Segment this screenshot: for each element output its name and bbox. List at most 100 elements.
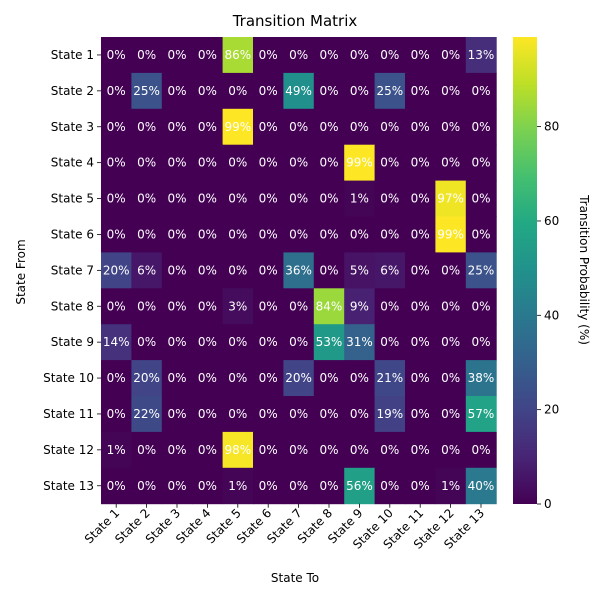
heatmap-cell <box>435 180 467 217</box>
heatmap-cell <box>313 252 345 289</box>
heatmap-cell <box>101 324 132 361</box>
cell-value-label: 0% <box>198 299 217 313</box>
cell-value-label: 0% <box>319 120 338 134</box>
heatmap-cell <box>313 431 345 469</box>
cell-value-label: 0% <box>411 443 430 457</box>
cell-value-label: 0% <box>167 84 186 98</box>
heatmap-cell <box>344 37 376 74</box>
heatmap-cell <box>313 216 345 253</box>
heatmap-cell <box>344 360 376 397</box>
cell-value-label: 0% <box>259 299 278 313</box>
heatmap-cell <box>131 288 163 325</box>
cell-value-label: 0% <box>198 48 217 62</box>
heatmap-cell <box>192 288 224 325</box>
heatmap-cell <box>161 360 193 397</box>
cell-value-label: 0% <box>350 407 369 421</box>
cell-value-label: 0% <box>167 371 186 385</box>
heatmap-cell <box>435 288 467 325</box>
heatmap-cell <box>101 396 132 433</box>
heatmap-cell <box>344 180 376 217</box>
cell-value-label: 0% <box>441 48 460 62</box>
cell-value-label: 0% <box>198 84 217 98</box>
heatmap-cell <box>374 216 406 253</box>
heatmap-cell <box>283 72 315 110</box>
heatmap-cell <box>374 108 406 146</box>
colorbar-ticks: 0 20 40 60 80 <box>537 120 559 511</box>
heatmap-cell <box>283 288 315 325</box>
heatmap-cell <box>283 108 315 146</box>
cell-value-label: 0% <box>198 192 217 206</box>
cell-value-label: 3% <box>228 299 247 313</box>
heatmap-cell <box>313 72 345 110</box>
cell-value-label: 22% <box>133 407 160 421</box>
cell-value-label: 0% <box>289 443 308 457</box>
heatmap-cell <box>313 37 345 74</box>
heatmap-cell <box>405 324 436 361</box>
cell-value-label: 0% <box>107 479 126 493</box>
heatmap-cell <box>192 180 224 217</box>
heatmap-cell <box>101 288 132 325</box>
heatmap-cell <box>131 144 163 182</box>
heatmap-cell <box>192 396 224 433</box>
heatmap-cell <box>222 108 254 146</box>
cell-value-label: 0% <box>441 371 460 385</box>
cell-value-label: 0% <box>471 156 490 170</box>
heatmap-cell <box>192 252 224 289</box>
heatmap-cell <box>222 216 254 253</box>
cell-value-label: 0% <box>198 443 217 457</box>
cell-value-label: 0% <box>198 479 217 493</box>
cell-value-label: 0% <box>137 479 156 493</box>
heatmap-cell <box>253 108 284 146</box>
cell-value-label: 0% <box>259 120 278 134</box>
heatmap-cell <box>465 360 497 397</box>
heatmap-cell <box>222 467 254 505</box>
cell-value-label: 0% <box>289 48 308 62</box>
cell-value-label: 0% <box>441 299 460 313</box>
cell-value-label: 0% <box>137 48 156 62</box>
cell-value-label: 0% <box>319 443 338 457</box>
cell-value-label: 0% <box>137 156 156 170</box>
cell-value-label: 0% <box>167 48 186 62</box>
cell-value-label: 0% <box>471 335 490 349</box>
heatmap-cell <box>283 252 315 289</box>
cell-value-label: 0% <box>319 407 338 421</box>
cell-value-label: 0% <box>471 443 490 457</box>
cell-value-label: 0% <box>228 84 247 98</box>
heatmap-cell <box>374 360 406 397</box>
cell-value-label: 0% <box>319 371 338 385</box>
heatmap-cell <box>344 467 376 505</box>
cell-value-label: 31% <box>346 335 373 349</box>
cell-value-label: 49% <box>285 84 312 98</box>
heatmap-cell <box>192 431 224 469</box>
heatmap-cell <box>101 431 132 469</box>
cell-value-label: 56% <box>346 479 373 493</box>
y-tick-label: State 7 <box>51 263 94 277</box>
heatmap-cell <box>435 396 467 433</box>
heatmap-cell <box>435 72 467 110</box>
heatmap-cell <box>374 467 406 505</box>
cell-value-label: 0% <box>167 335 186 349</box>
cell-value-label: 0% <box>441 407 460 421</box>
heatmap-cell <box>101 180 132 217</box>
cell-value-label: 20% <box>285 371 312 385</box>
heatmap-cell <box>313 360 345 397</box>
y-tick-label: State 13 <box>43 479 94 493</box>
y-tick-label: State 6 <box>51 227 94 241</box>
heatmap-cell <box>222 360 254 397</box>
cell-value-label: 57% <box>468 407 495 421</box>
cell-value-label: 0% <box>259 407 278 421</box>
heatmap-cell <box>101 37 132 74</box>
heatmap-cell <box>161 108 193 146</box>
heatmap-cell <box>101 467 132 505</box>
heatmap-cell <box>344 252 376 289</box>
cell-value-label: 0% <box>319 227 338 241</box>
cell-value-label: 0% <box>471 120 490 134</box>
cell-value-label: 0% <box>107 120 126 134</box>
cell-value-label: 0% <box>137 227 156 241</box>
cell-value-label: 0% <box>411 479 430 493</box>
heatmap-cell <box>131 108 163 146</box>
cell-value-label: 0% <box>411 407 430 421</box>
cell-value-label: 0% <box>380 120 399 134</box>
heatmap-cell <box>344 288 376 325</box>
